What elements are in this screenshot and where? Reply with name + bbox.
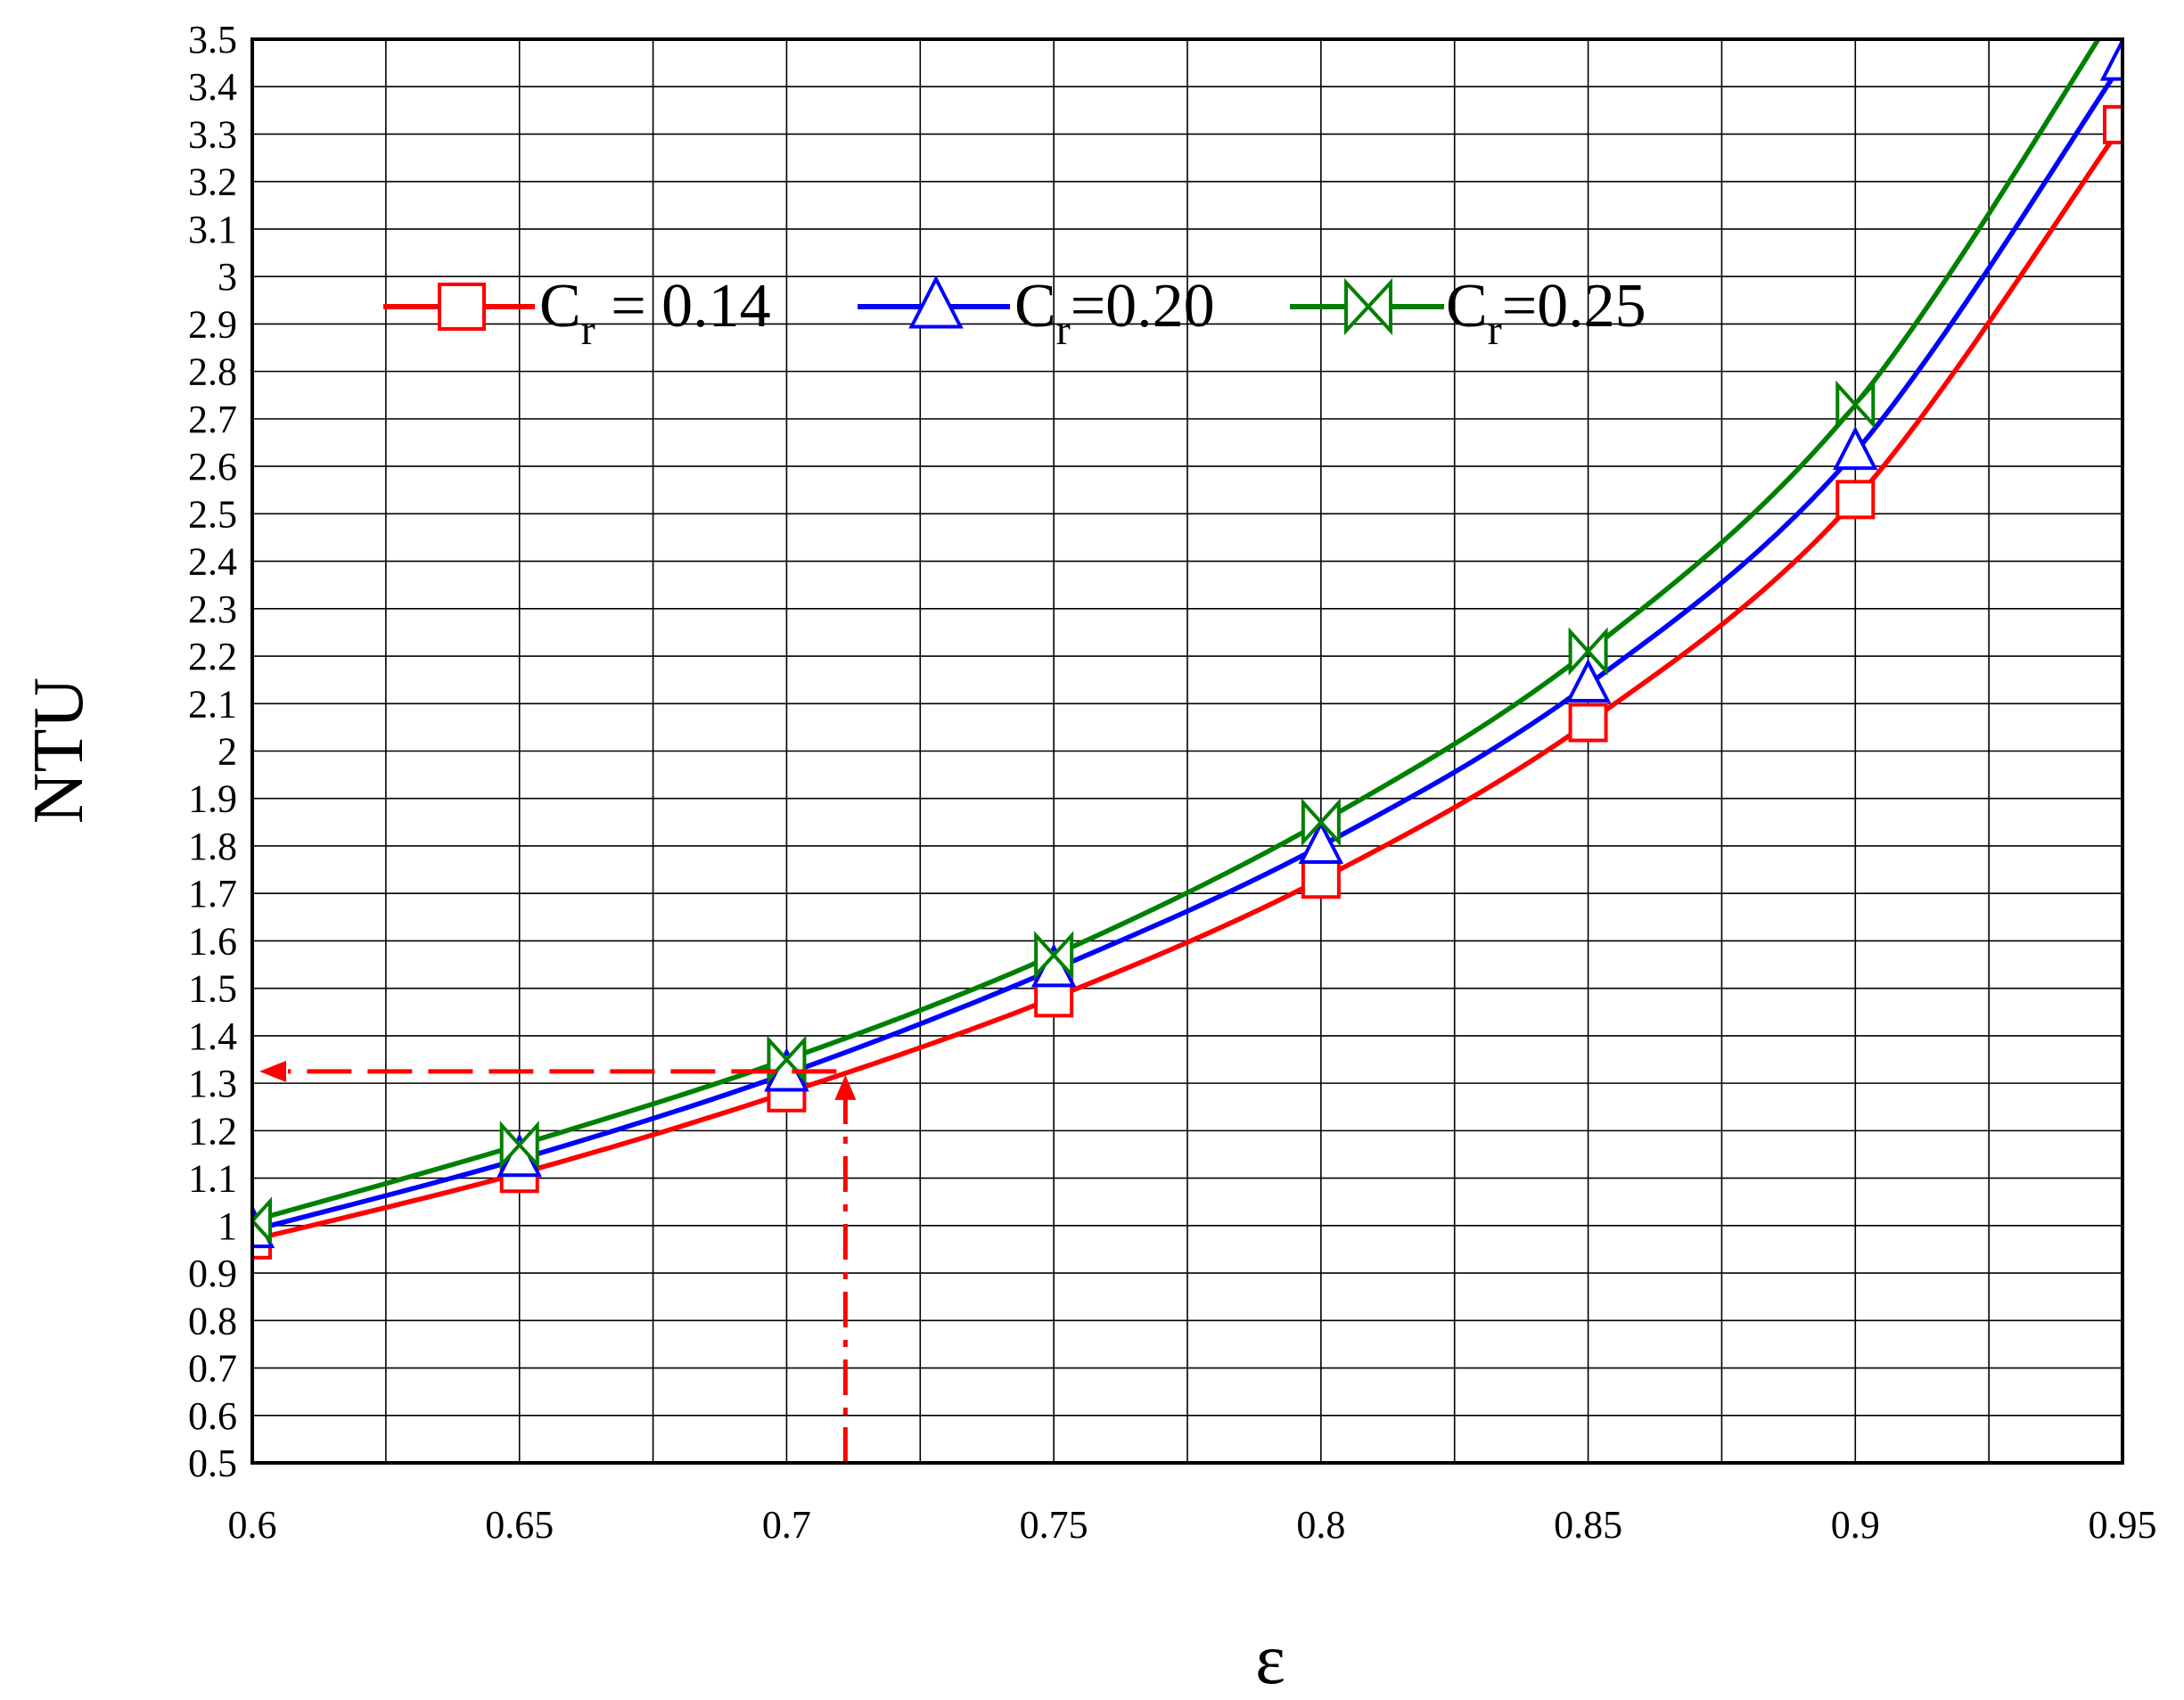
y-tick-label: 3.2 xyxy=(188,160,237,204)
x-tick-label: 0.65 xyxy=(485,1503,554,1547)
data-point-bowtie xyxy=(1034,931,1074,980)
y-tick-label: 3.4 xyxy=(188,65,237,109)
data-point-triangle xyxy=(1298,819,1344,864)
data-point-bowtie xyxy=(2105,0,2140,21)
legend-item: Cr = 0.14 xyxy=(383,272,771,354)
x-tick-label: 0.8 xyxy=(1296,1503,1345,1547)
annotation-arrow-left xyxy=(259,1060,286,1082)
y-tick-label: 0.7 xyxy=(188,1347,237,1391)
x-axis-ticks: 0.6 0.65 0.7 0.75 0.8 0.85 0.9 0.95 xyxy=(228,1503,2157,1547)
x-tick-label: 0.85 xyxy=(1554,1503,1622,1547)
legend-item: Cr=0.20 xyxy=(858,272,1215,354)
x-tick-label: 0.7 xyxy=(762,1503,811,1547)
legend-item: Cr=0.25 xyxy=(1290,272,1646,354)
y-tick-label: 0.8 xyxy=(188,1299,237,1343)
y-axis-title: NTU xyxy=(20,678,98,824)
x-axis-title: ε xyxy=(1255,1621,1285,1699)
data-point-square xyxy=(1835,480,1876,520)
y-tick-label: 3 xyxy=(218,255,237,299)
y-axis-ticks: 0.50.60.70.80.911.11.21.31.41.51.61.71.8… xyxy=(188,18,237,1485)
plot-frame xyxy=(250,37,2124,1465)
data-point-triangle xyxy=(2099,39,2122,81)
y-tick-label: 1 xyxy=(218,1204,237,1248)
y-tick-label: 2.2 xyxy=(188,635,237,678)
y-tick-label: 1.5 xyxy=(188,967,237,1011)
y-tick-label: 2.1 xyxy=(188,682,237,726)
y-tick-label: 1.1 xyxy=(188,1157,237,1201)
y-tick-label: 1.8 xyxy=(188,825,237,868)
data-point-triangle xyxy=(1833,425,1878,471)
data-point-bowtie xyxy=(1835,380,1876,430)
y-tick-label: 2.6 xyxy=(188,445,237,489)
data-point-triangle xyxy=(908,275,964,329)
legend-label: Cr=0.20 xyxy=(1014,272,1215,354)
data-point-square xyxy=(2103,104,2122,144)
annotation-arrow-up xyxy=(834,1074,857,1100)
data-point-bowtie xyxy=(1568,627,1608,676)
y-tick-label: 1.3 xyxy=(188,1062,237,1105)
data-point-bowtie xyxy=(1301,798,1341,847)
y-tick-label: 3.1 xyxy=(188,208,237,251)
data-point-square xyxy=(1568,702,1608,743)
y-tick-label: 0.6 xyxy=(188,1394,237,1438)
legend-label: Cr = 0.14 xyxy=(539,272,771,354)
x-tick-label: 0.9 xyxy=(1831,1503,1880,1547)
y-tick-label: 2.9 xyxy=(188,302,237,346)
x-tick-label: 0.6 xyxy=(228,1503,277,1547)
legend-label: Cr=0.25 xyxy=(1446,272,1646,354)
data-point-bowtie xyxy=(1344,277,1392,336)
y-tick-label: 2 xyxy=(218,730,237,774)
y-tick-label: 2.4 xyxy=(188,540,237,584)
y-tick-label: 3.3 xyxy=(188,112,237,156)
y-tick-label: 0.5 xyxy=(188,1441,237,1485)
data-point-square xyxy=(438,283,486,331)
y-tick-label: 2.3 xyxy=(188,587,237,631)
x-tick-label: 0.75 xyxy=(1020,1503,1088,1547)
y-tick-label: 2.7 xyxy=(188,398,237,441)
series-layer xyxy=(252,0,2140,1260)
data-point-bowtie xyxy=(499,1121,539,1170)
y-tick-label: 1.4 xyxy=(188,1014,237,1058)
data-point-bowtie xyxy=(252,1196,272,1245)
legend: Cr = 0.14 Cr=0.20 Cr=0.25 xyxy=(383,272,1646,354)
y-tick-label: 0.9 xyxy=(188,1252,237,1295)
y-tick-label: 2.8 xyxy=(188,350,237,394)
data-point-square xyxy=(1301,859,1341,899)
y-tick-label: 1.7 xyxy=(188,872,237,916)
grid xyxy=(251,38,2123,1464)
data-point-triangle xyxy=(1565,658,1611,702)
y-tick-label: 3.5 xyxy=(188,18,237,62)
y-tick-label: 2.5 xyxy=(188,492,237,536)
y-tick-label: 1.9 xyxy=(188,777,237,821)
y-tick-label: 1.6 xyxy=(188,919,237,963)
x-tick-label: 0.95 xyxy=(2089,1503,2157,1547)
y-tick-label: 1.2 xyxy=(188,1109,237,1153)
annotation xyxy=(259,1060,857,1463)
